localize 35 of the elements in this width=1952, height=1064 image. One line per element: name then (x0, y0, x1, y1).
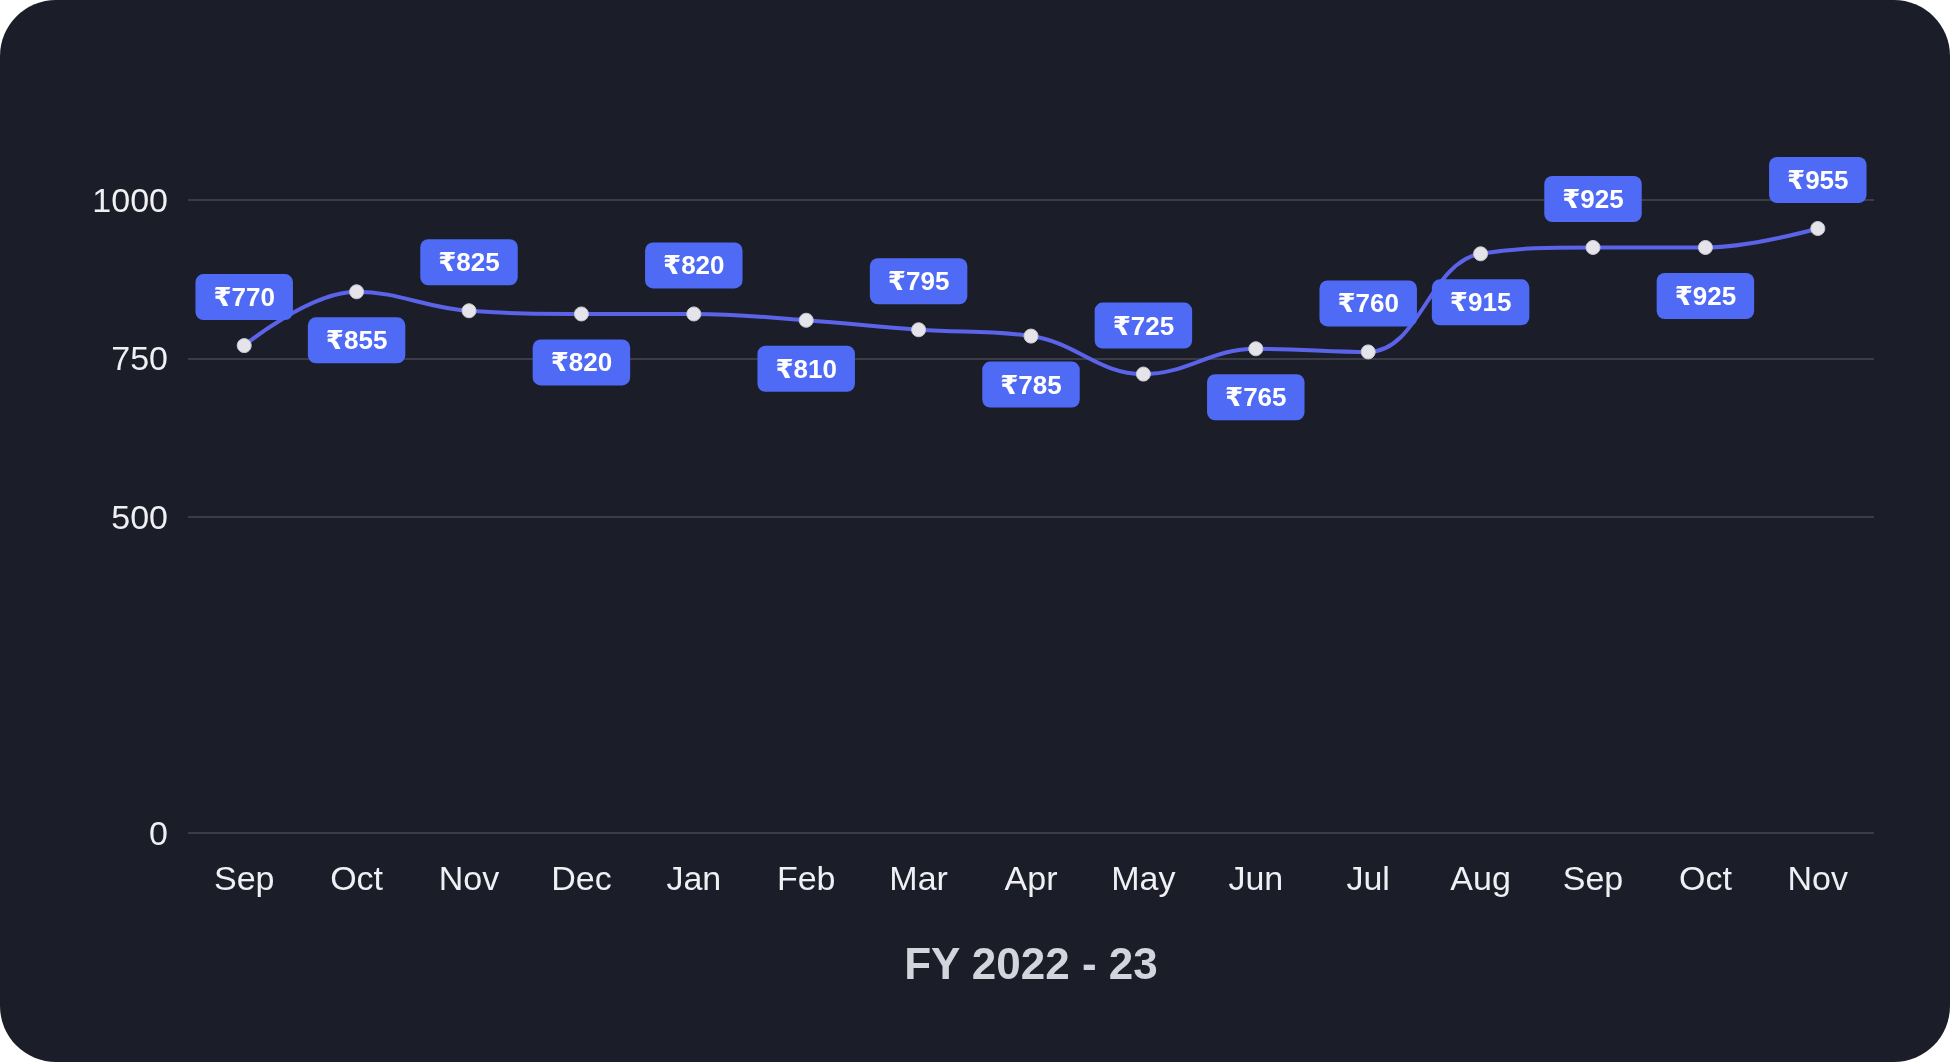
data-label: ₹760 (1337, 288, 1399, 319)
x-tick-label: Sep (213, 859, 275, 897)
y-tick-label: 1000 (92, 181, 168, 219)
data-label: ₹795 (887, 266, 950, 297)
x-tick-label: Oct (330, 859, 384, 897)
x-tick-label: Nov (438, 859, 500, 897)
x-tick-label: May (1111, 859, 1176, 897)
x-axis-title: FY 2022 - 23 (904, 938, 1158, 988)
x-tick-label: Dec (551, 859, 612, 897)
y-tick-label: 0 (149, 814, 168, 852)
data-label: ₹785 (1000, 369, 1062, 400)
x-tick-label: Aug (1450, 859, 1511, 897)
x-tick-label: Mar (889, 859, 948, 897)
x-tick-label: Feb (776, 859, 836, 897)
data-label: ₹915 (1449, 287, 1512, 318)
x-tick-label: Oct (1678, 859, 1733, 897)
data-label: ₹955 (1787, 164, 1849, 195)
x-tick-label: Jan (666, 859, 722, 897)
y-tick-label: 500 (111, 497, 168, 536)
x-tick-label: Sep (1562, 859, 1624, 897)
data-label: ₹810 (775, 353, 837, 384)
data-label: ₹820 (663, 250, 725, 281)
data-label: ₹855 (325, 325, 388, 356)
y-tick-label: 750 (111, 339, 168, 378)
x-tick-label: Jun (1228, 859, 1284, 897)
x-tick-label: Apr (1004, 859, 1058, 897)
data-label: ₹825 (438, 247, 500, 278)
data-label: ₹725 (1112, 310, 1175, 341)
data-label: ₹925 (1674, 280, 1737, 311)
data-label: ₹820 (550, 347, 613, 378)
data-label: ₹765 (1225, 382, 1287, 413)
data-label: ₹770 (213, 282, 275, 313)
x-tick-label: Jul (1346, 859, 1390, 897)
x-tick-label: Nov (1787, 859, 1849, 897)
data-label: ₹925 (1562, 183, 1624, 214)
